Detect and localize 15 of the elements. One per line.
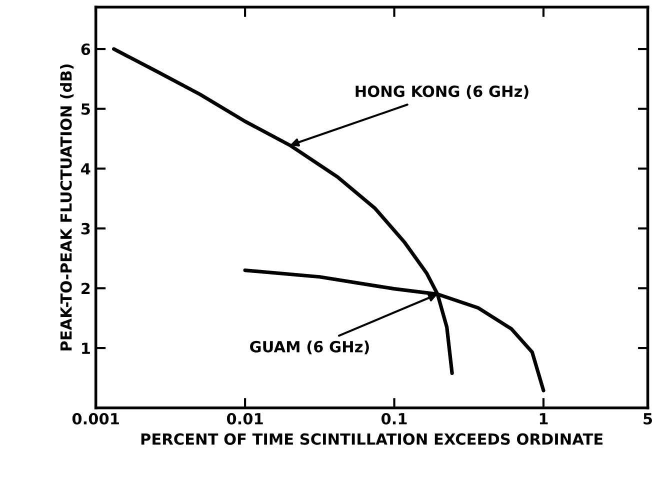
x-axis-title: PERCENT OF TIME SCINTILLATION EXCEEDS ORDINATE (141, 433, 603, 445)
x-tick-label: 5 (644, 413, 652, 425)
y-tick-label: 6 (81, 43, 90, 56)
y-tick-label: 5 (82, 103, 90, 115)
y-tick-label: 1 (82, 342, 90, 354)
x-tick-label: 0.01 (226, 412, 263, 425)
y-tick-label: 3 (81, 222, 90, 234)
annotation: GUAM (6 GHz) (250, 340, 369, 354)
y-tick-label: 4 (81, 163, 90, 174)
y-axis-title: PEAK-TO-PEAK FLUCTUATION (dB) (60, 64, 74, 350)
x-tick-label: 0.001 (72, 412, 119, 425)
annotation: HONG KONG (6 GHz) (356, 85, 528, 99)
x-tick-label: 1 (540, 413, 548, 424)
x-tick-label: 0.1 (381, 412, 407, 425)
y-tick-label: 2 (82, 282, 90, 294)
